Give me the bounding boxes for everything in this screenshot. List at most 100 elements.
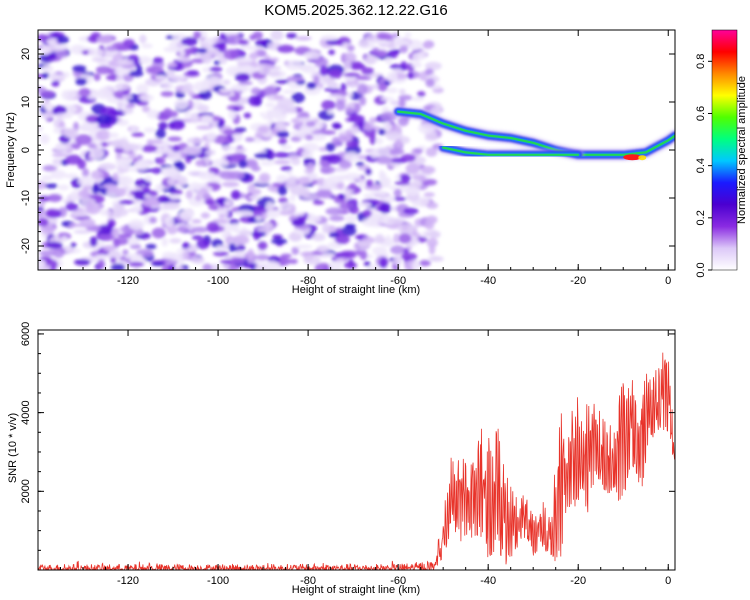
noise-speckle [357,83,368,95]
noise-speckle [209,66,223,72]
noise-speckle [319,130,337,135]
noise-speckle [212,135,230,144]
noise-speckle [129,167,138,172]
noise-speckle [391,68,405,73]
noise-speckle [122,95,133,100]
noise-speckle [271,238,288,245]
spectrogram-ytick-label: 10 [20,96,32,108]
spectrogram-xtick-label: -40 [480,275,496,287]
noise-speckle [41,44,51,56]
noise-speckle [55,44,70,50]
noise-speckle [302,142,319,152]
noise-speckle [278,137,288,145]
noise-speckle [98,87,114,97]
snr-xtick-label: -100 [207,575,229,587]
noise-speckle [38,195,51,202]
noise-speckle [85,114,100,124]
noise-speckle [128,219,145,231]
noise-speckle [70,242,77,248]
noise-speckle [230,223,240,229]
noise-speckle [151,261,165,267]
noise-speckle [297,117,316,122]
noise-speckle [422,41,433,50]
noise-speckle [398,223,415,235]
noise-speckle [269,266,284,270]
noise-speckle [57,184,70,191]
noise-speckle [265,108,283,118]
noise-speckle [175,266,183,270]
noise-speckle [268,65,282,71]
noise-speckle [87,48,105,57]
noise-speckle [258,65,271,76]
noise-speckle [147,139,165,145]
noise-speckle [146,109,160,119]
noise-speckle [64,248,81,254]
noise-speckle [141,186,151,195]
noise-speckle [359,250,368,261]
noise-speckle [280,253,292,259]
noise-speckle [128,261,145,267]
noise-speckles [38,30,444,270]
noise-speckle [264,54,271,60]
noise-speckle [322,265,331,270]
noise-speckle [329,215,345,222]
noise-speckle [234,57,253,64]
noise-speckle [272,234,283,240]
noise-speckle [41,72,50,79]
spectrogram-xtick-label: -20 [570,275,586,287]
noise-speckle [340,82,347,92]
noise-speckle [133,190,145,201]
spectrogram-xtick-label: -80 [300,275,316,287]
snr-ytick-label: 2000 [20,479,32,503]
noise-speckle [311,233,326,242]
noise-speckle [389,64,401,70]
noise-speckle [62,112,74,119]
noise-speckle [429,255,444,262]
noise-speckle [118,199,135,205]
noise-speckle [393,254,402,266]
noise-speckle [162,80,174,90]
noise-speckle [97,259,106,270]
noise-speckle [186,137,204,145]
noise-speckle [141,105,151,113]
noise-speckle [40,224,55,235]
spectrogram-ytick-label: 0 [20,147,32,153]
noise-speckle [191,256,205,264]
noise-speckle [236,148,248,153]
noise-speckle [48,72,58,82]
noise-speckle [326,154,342,165]
noise-speckle [136,66,143,72]
noise-speckle [113,237,120,248]
noise-speckle [218,88,231,94]
noise-speckle [379,202,392,214]
noise-speckle [93,73,101,82]
noise-speckle [424,68,434,75]
noise-speckle [335,258,345,263]
noise-speckle [327,175,345,184]
noise-speckle [195,125,213,130]
noise-speckle [391,33,399,38]
noise-speckle [306,162,315,174]
noise-speckle [380,96,395,101]
noise-speckle [45,53,58,60]
noise-speckle [228,243,237,252]
noise-speckle [277,185,288,196]
noise-speckle [177,175,188,186]
spectrogram-ylabel: Frequency (Hz) [5,112,17,188]
noise-speckle [297,176,311,186]
noise-speckle [255,39,268,48]
noise-speckle [169,238,182,244]
colorbar-bar [711,29,738,271]
noise-speckle [343,72,360,77]
spectrogram-xtick-label: 0 [665,275,671,287]
noise-speckle [38,259,47,268]
noise-speckle [167,194,181,200]
noise-speckle [73,259,91,266]
noise-speckle [344,151,359,163]
noise-speckle [325,142,336,152]
noise-speckle [426,202,439,210]
noise-speckle [255,254,270,261]
noise-speckle [354,75,372,81]
noise-speckle [343,52,357,63]
noise-speckle [157,156,166,165]
